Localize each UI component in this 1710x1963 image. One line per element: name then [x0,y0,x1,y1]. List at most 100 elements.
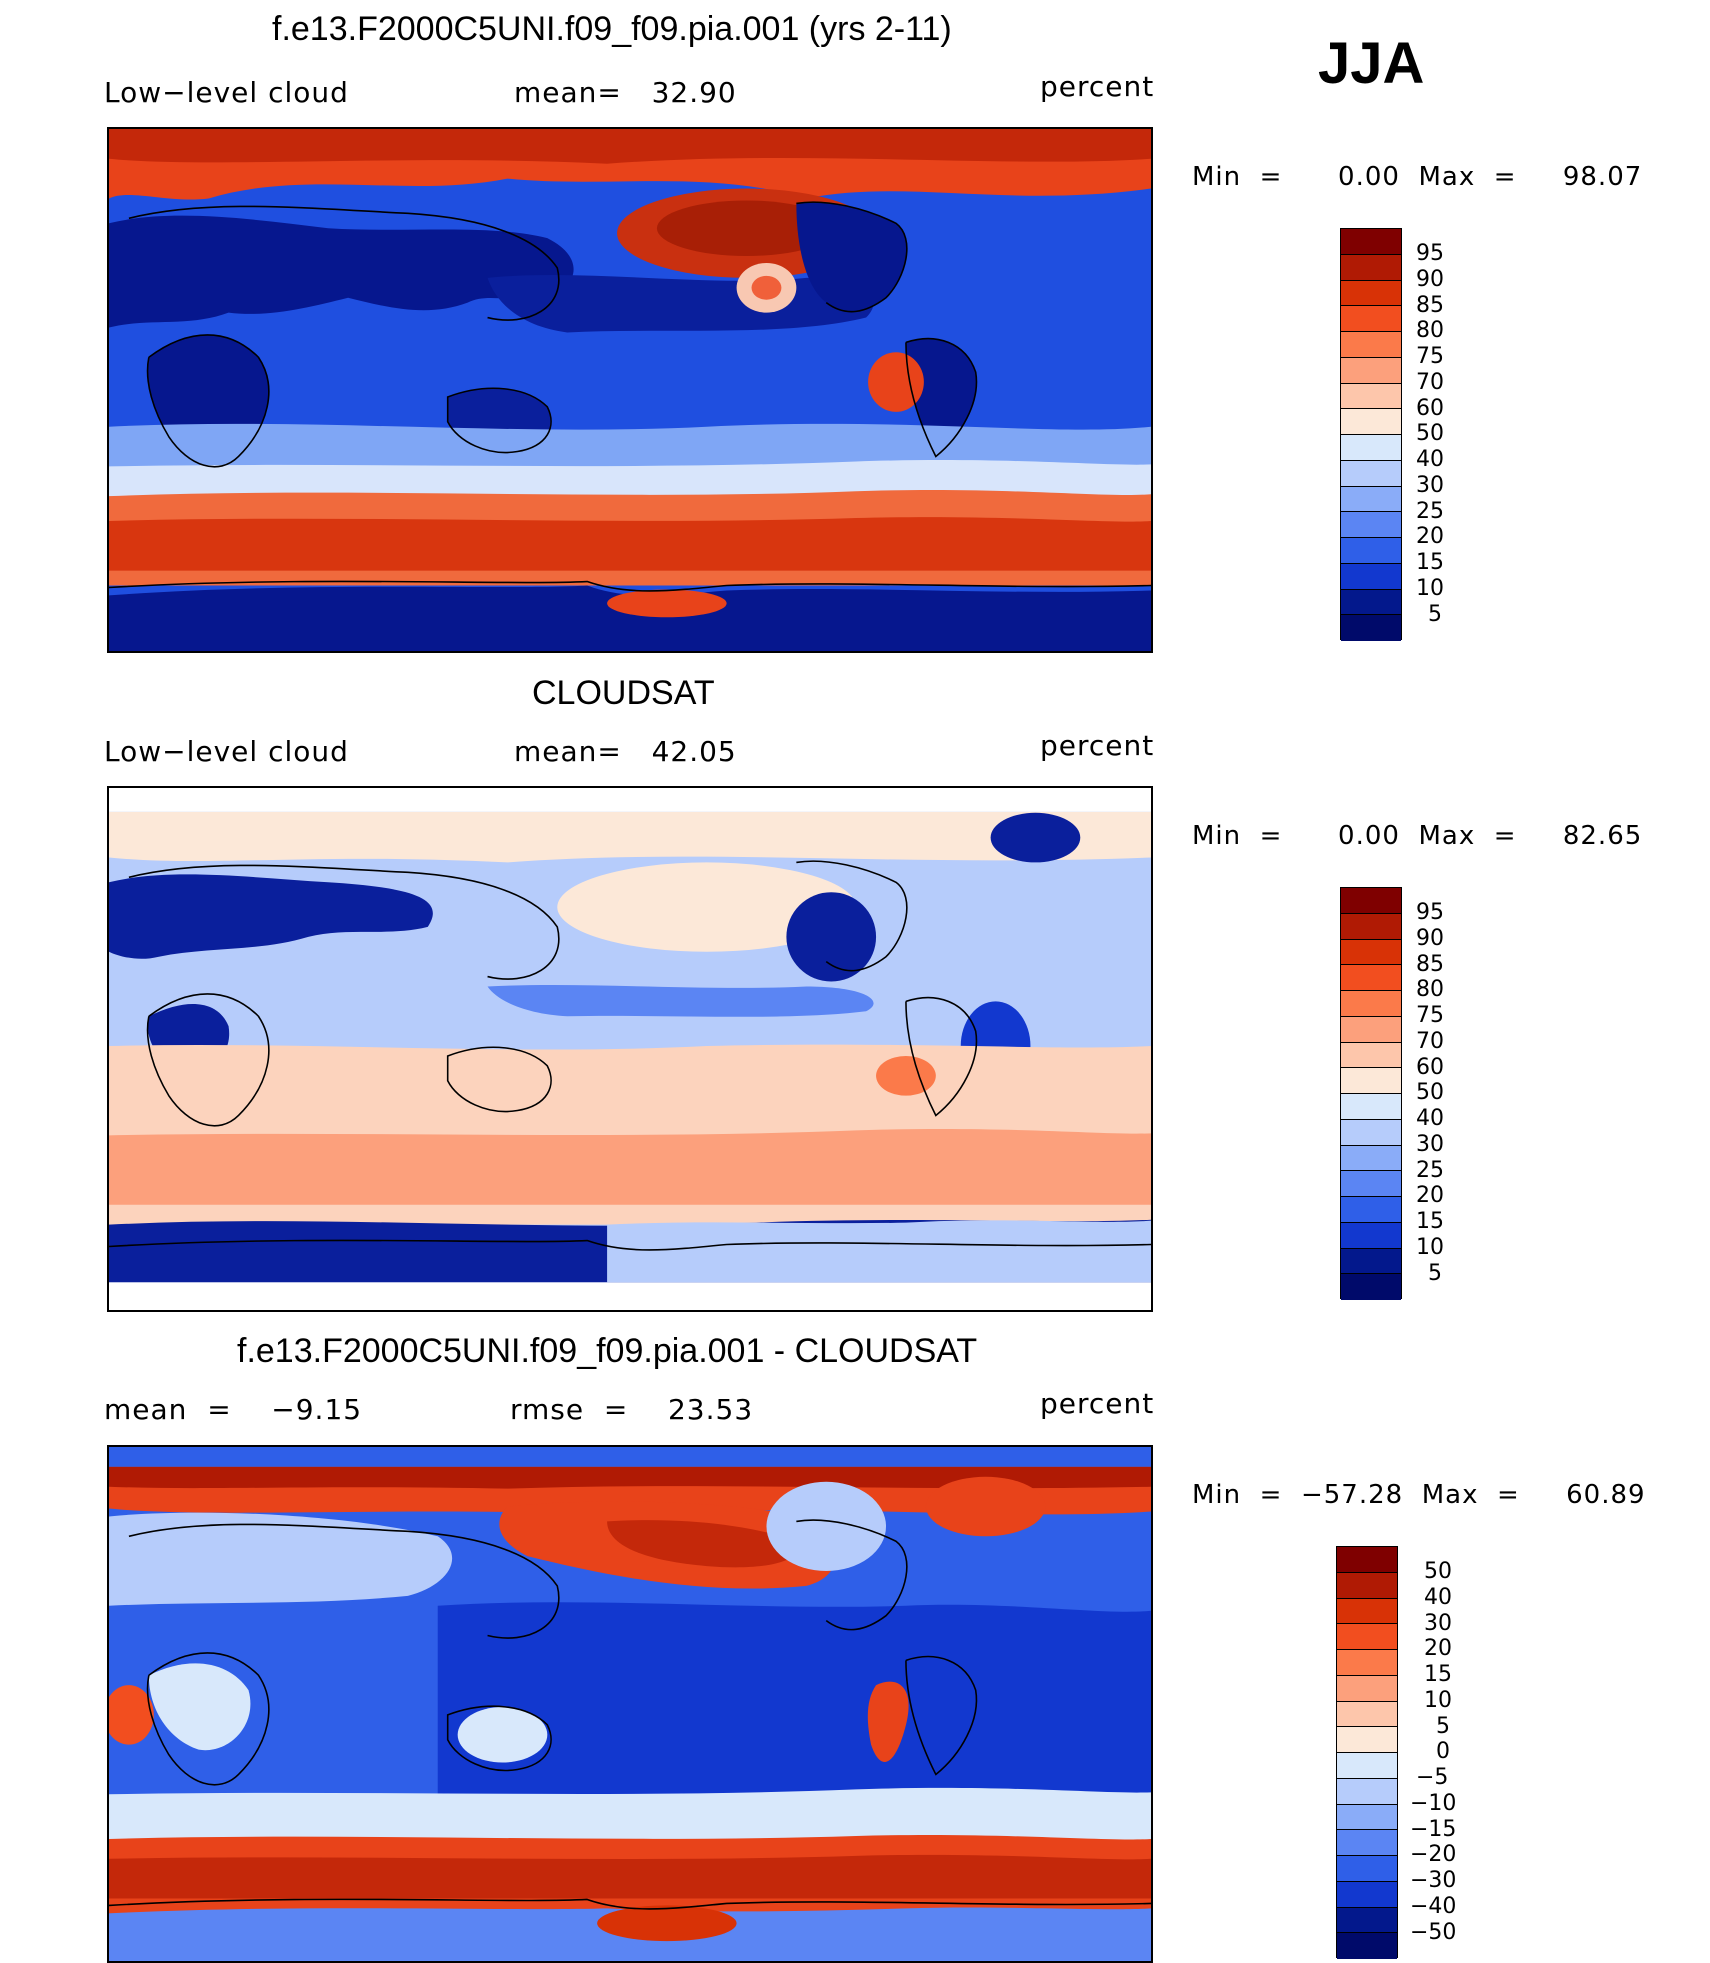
colorbar-2-swatch [1341,1222,1401,1249]
antarctic-positive [597,1905,737,1942]
colorbar-3-swatch [1337,1753,1397,1779]
colorbar-tick-label: 25 [1416,499,1444,524]
colorbar-tick-label: 25 [1416,1158,1444,1183]
colorbar-tick-label: 0 [1436,1739,1450,1764]
panel-2-mean-label: mean= 42.05 [514,735,737,768]
colorbar-tick-label: 20 [1424,1636,1452,1661]
coastlines [109,201,1151,592]
colorbar-tick-label: −5 [1416,1765,1449,1790]
colorbar-tick-label: 40 [1424,1585,1452,1610]
australia-band [457,1706,548,1763]
colorbar-1-swatch [1341,280,1401,307]
peru-positive [867,1681,909,1762]
colorbar-tick-label: −30 [1410,1868,1457,1893]
colorbar-3-swatch [1337,1572,1397,1599]
colorbar-tick-label: −50 [1410,1920,1457,1945]
colorbar-2-swatch [1341,1042,1401,1069]
colorbar-2-swatch [1341,939,1401,966]
colorbar-tick-label: 15 [1416,550,1444,575]
colorbar-3-swatch [1337,1907,1397,1934]
colorbar-tick-label: 30 [1424,1611,1452,1636]
north-america-band [766,1481,887,1572]
colorbar-1-swatch [1341,357,1401,384]
colorbar-tick-label: 20 [1416,1183,1444,1208]
colorbar-tick-label: 70 [1416,1029,1444,1054]
colorbar-tick-label: 95 [1416,900,1444,925]
coastlines [109,860,1151,1251]
west-africa-positive [109,1685,154,1745]
arctic-core [109,129,1151,164]
colorbar-tick-label: −10 [1410,1791,1457,1816]
california-stratus-core [751,275,782,300]
panel-3-range-label: Min = −57.28 Max = 60.89 [1192,1480,1646,1510]
colorbar-tick-label: 50 [1416,421,1444,446]
colorbar-3-swatch [1337,1881,1397,1908]
colorbar-tick-label: 40 [1416,447,1444,472]
panel-2-units-label: percent [1040,729,1155,762]
north-america-low-cloud [796,202,907,312]
north-america-low-cloud [786,892,877,982]
colorbar-1-swatch [1341,512,1401,538]
colorbar-1-swatch [1341,332,1401,358]
colorbar-2-swatch [1341,1145,1401,1172]
north-pacific-stratus [557,862,857,952]
colorbar-tick-label: 85 [1416,293,1444,318]
antarctic-light [607,1220,1151,1283]
panel-2-colorbar [1340,887,1402,1300]
colorbar-tick-label: −40 [1410,1894,1457,1919]
africa-band [148,1663,251,1751]
north-pacific-core [656,200,837,257]
panel-3-map-field [109,1447,1151,1961]
southern-light-band [109,1787,1151,1844]
panel-3-units-label: percent [1040,1387,1155,1420]
colorbar-1-swatch [1341,486,1401,513]
colorbar-1-swatch [1341,383,1401,410]
colorbar-3-swatch [1337,1675,1397,1702]
colorbar-1-swatch [1341,409,1401,435]
panel-3-map [107,1445,1153,1963]
north-pacific-core [607,1520,798,1568]
colorbar-tick-label: 90 [1416,267,1444,292]
greenland-positive [925,1476,1046,1537]
panel-3-rmse-label: rmse = 23.53 [510,1393,754,1426]
colorbar-3-swatch [1337,1727,1397,1753]
colorbar-2-swatch [1341,965,1401,991]
colorbar-tick-label: 80 [1416,318,1444,343]
colorbar-3-swatch [1337,1778,1397,1805]
panel-2-range-label: Min = 0.00 Max = 82.65 [1192,821,1643,851]
southern-ocean-core [109,1854,1151,1899]
colorbar-1-swatch [1341,435,1401,461]
panel-3-colorbar [1336,1546,1398,1959]
arctic-core [109,1466,1151,1489]
colorbar-tick-label: 75 [1416,344,1444,369]
antarctic-coastal-cloud [607,589,727,618]
tropical-band [487,985,874,1017]
eurasia-low-cloud [109,215,574,328]
colorbar-tick-label: 70 [1416,370,1444,395]
panel-1-title: f.e13.F2000C5UNI.f09_f09.pia.001 (yrs 2-… [272,10,952,48]
colorbar-tick-label: 15 [1416,1209,1444,1234]
colorbar-1-swatch [1341,460,1401,487]
colorbar-2-swatch [1341,1068,1401,1094]
colorbar-2-swatch [1341,1248,1401,1275]
peru-stratocumulus [868,352,924,412]
southern-ocean-core [109,1128,1151,1205]
colorbar-2-swatch [1341,1171,1401,1197]
panel-1-map [107,127,1153,653]
colorbar-3-swatch [1337,1598,1397,1625]
colorbar-1-swatch [1341,254,1401,281]
colorbar-tick-label: 50 [1424,1559,1452,1584]
colorbar-tick-label: 85 [1416,952,1444,977]
greenland-low-cloud [990,812,1081,863]
colorbar-tick-label: 95 [1416,241,1444,266]
colorbar-3-swatch [1337,1547,1397,1573]
colorbar-3-swatch [1337,1933,1397,1959]
colorbar-tick-label: 10 [1424,1688,1452,1713]
colorbar-2-swatch [1341,991,1401,1017]
colorbar-tick-label: 80 [1416,977,1444,1002]
panel-2-title: CLOUDSAT [532,674,715,712]
colorbar-tick-label: 20 [1416,524,1444,549]
colorbar-tick-label: 15 [1424,1662,1452,1687]
colorbar-1-swatch [1341,229,1401,255]
tropical-negative [437,1602,1151,1795]
